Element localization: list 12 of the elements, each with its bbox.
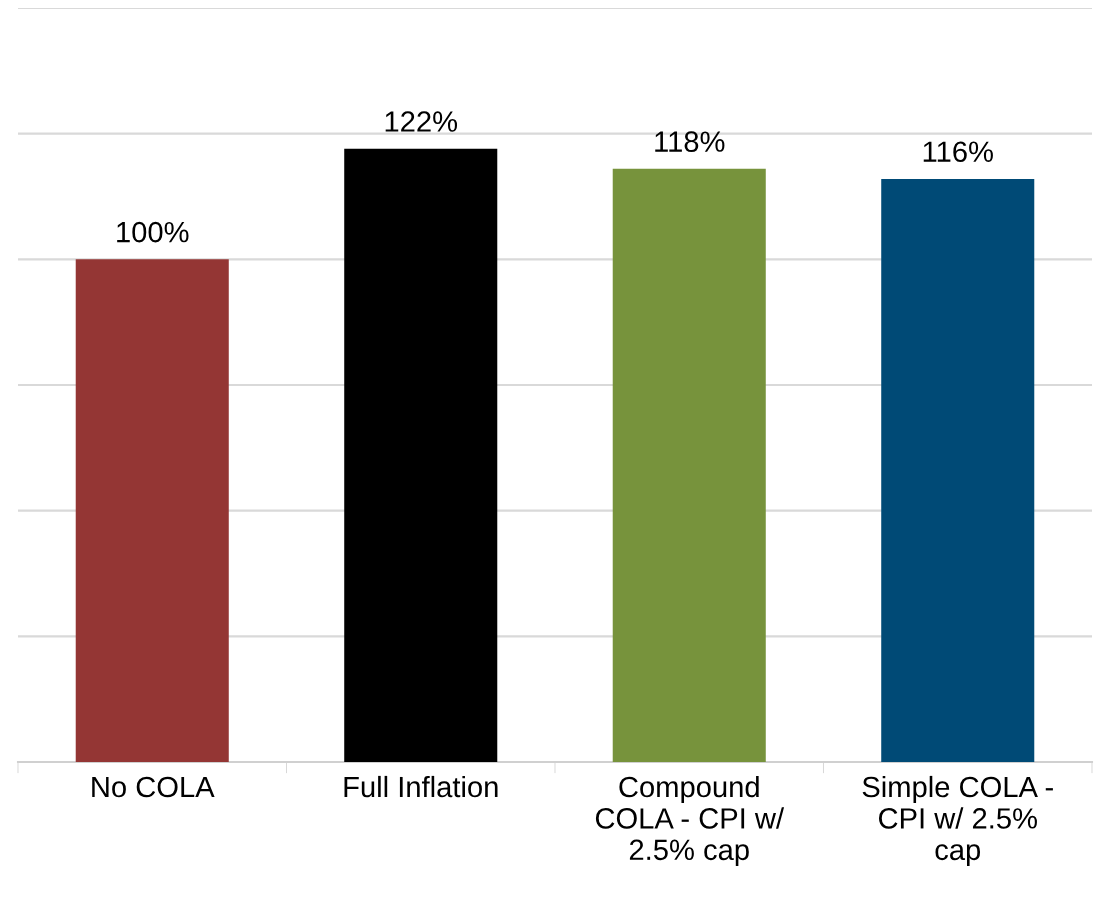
bar: [344, 148, 498, 762]
x-tick-label: Compound COLA - CPI w/ 2.5% cap: [595, 775, 785, 866]
bar: [881, 178, 1035, 762]
bar: [612, 168, 766, 762]
x-tick-label: Simple COLA - CPI w/ 2.5% cap: [862, 775, 1053, 866]
data-label: 100%: [117, 221, 189, 243]
data-label: 122%: [385, 111, 458, 132]
x-tick-label: Full Inflation: [344, 775, 498, 798]
data-label: 118%: [655, 131, 725, 152]
data-label: 116%: [923, 141, 993, 163]
x-tick-label: No COLA: [92, 776, 215, 798]
bar: [75, 259, 229, 762]
